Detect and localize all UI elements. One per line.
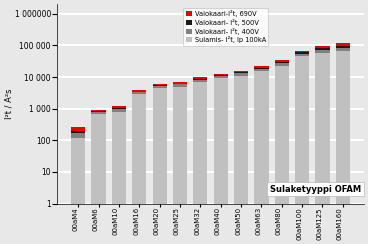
Bar	[193, 77, 208, 79]
Bar	[193, 82, 208, 203]
Y-axis label: I²t / A²s: I²t / A²s	[4, 89, 13, 119]
Bar	[254, 69, 269, 71]
Bar	[173, 84, 187, 87]
Bar	[336, 48, 350, 51]
Bar	[254, 71, 269, 203]
Bar	[71, 133, 85, 138]
Bar	[315, 53, 330, 203]
Bar	[275, 63, 289, 66]
Bar	[254, 66, 269, 68]
Bar	[152, 86, 167, 88]
Bar	[275, 60, 289, 62]
Bar	[71, 138, 85, 203]
Bar	[173, 82, 187, 84]
Bar	[234, 71, 248, 72]
Bar	[295, 56, 309, 203]
Bar	[336, 43, 350, 46]
Legend: Valokaari-I²t, 690V, Valokaari- I²t, 500V, Valokaari- I²t, 400V, Sulamis- I²t, I: Valokaari-I²t, 690V, Valokaari- I²t, 500…	[183, 8, 268, 46]
Bar	[152, 84, 167, 85]
Bar	[336, 46, 350, 48]
Bar	[315, 47, 330, 48]
Bar	[193, 80, 208, 82]
Bar	[213, 76, 228, 79]
Bar	[213, 74, 228, 75]
Bar	[275, 66, 289, 203]
Bar	[234, 72, 248, 73]
Text: Sulaketyyppi OFAM: Sulaketyyppi OFAM	[270, 185, 361, 194]
Bar	[132, 92, 146, 94]
Bar	[132, 90, 146, 92]
Bar	[92, 110, 106, 111]
Bar	[173, 87, 187, 203]
Bar	[213, 79, 228, 203]
Bar	[92, 111, 106, 112]
Bar	[295, 54, 309, 56]
Bar	[132, 94, 146, 203]
Bar	[152, 85, 167, 86]
Bar	[295, 51, 309, 52]
Bar	[112, 108, 126, 109]
Bar	[112, 106, 126, 108]
Bar	[193, 79, 208, 80]
Bar	[315, 50, 330, 53]
Bar	[71, 127, 85, 132]
Bar	[315, 48, 330, 50]
Bar	[295, 52, 309, 54]
Bar	[254, 68, 269, 69]
Bar	[336, 51, 350, 203]
Bar	[112, 109, 126, 112]
Bar	[152, 88, 167, 203]
Bar	[92, 113, 106, 203]
Bar	[112, 112, 126, 203]
Bar	[213, 75, 228, 76]
Bar	[71, 132, 85, 133]
Bar	[234, 73, 248, 76]
Bar	[275, 62, 289, 63]
Bar	[234, 76, 248, 203]
Bar	[92, 112, 106, 113]
